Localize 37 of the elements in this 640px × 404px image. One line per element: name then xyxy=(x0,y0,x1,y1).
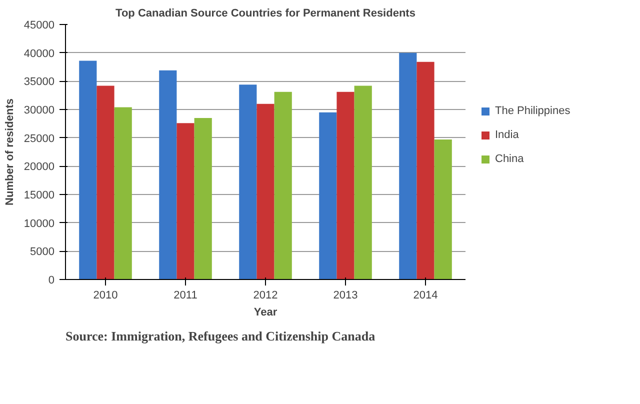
y-tick-label: 30000 xyxy=(24,104,55,116)
y-tick-label: 25000 xyxy=(24,132,55,145)
source-note: Source: Immigration, Refugees and Citizenship Canada xyxy=(66,328,376,344)
bar xyxy=(239,84,257,280)
y-tick-label: 0 xyxy=(48,274,55,286)
x-tick-label: 2012 xyxy=(253,290,278,302)
bar xyxy=(256,104,274,280)
bar xyxy=(354,86,372,280)
x-tick-label: 2010 xyxy=(93,290,118,302)
y-tick-label: 45000 xyxy=(24,20,55,32)
y-tick-label: 10000 xyxy=(24,218,55,230)
bar xyxy=(176,123,194,280)
bar xyxy=(319,112,337,280)
bar xyxy=(114,107,132,280)
bar xyxy=(399,52,417,280)
legend-label: India xyxy=(495,129,519,141)
bar xyxy=(159,70,177,280)
y-tick-label: 20000 xyxy=(24,161,55,174)
legend-label: The Philippines xyxy=(495,105,570,117)
x-tick-label: 2014 xyxy=(413,290,438,302)
legend-label: China xyxy=(495,153,524,165)
x-tick-label: 2013 xyxy=(333,290,358,302)
x-tick-label: 2011 xyxy=(174,290,198,302)
chart-title: Top Canadian Source Countries for Permanent Residents xyxy=(116,8,416,20)
bar xyxy=(274,92,292,280)
y-tick-label: 15000 xyxy=(24,190,55,202)
bar xyxy=(96,86,114,280)
bar xyxy=(194,118,212,280)
y-tick-label: 40000 xyxy=(24,48,55,60)
bar xyxy=(434,140,452,280)
bar xyxy=(79,60,97,280)
y-tick-label: 5000 xyxy=(30,246,55,258)
bar xyxy=(336,92,354,280)
x-axis-title: Year xyxy=(254,306,278,318)
y-axis-title: Number of residents xyxy=(4,98,16,206)
y-tick-label: 35000 xyxy=(24,76,55,88)
bar xyxy=(416,62,434,280)
